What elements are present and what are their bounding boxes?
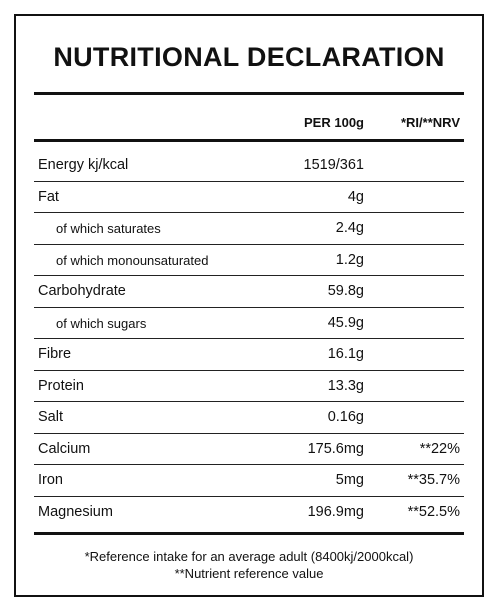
- header-divider: [34, 139, 464, 142]
- table-row: Energy kj/kcal 1519/361: [34, 150, 464, 182]
- nutrient-label: Energy kj/kcal: [38, 157, 129, 173]
- header-ri-nrv: *RI/**NRV: [400, 115, 460, 130]
- header-per100: PER 100g: [304, 115, 364, 130]
- table-row: Fibre 16.1g: [34, 339, 464, 371]
- nutrient-label: of which monounsaturated: [56, 252, 209, 268]
- nutrition-panel: NUTRITIONAL DECLARATION PER 100g *RI/**N…: [14, 14, 484, 597]
- table-row: of which saturates 2.4g: [34, 213, 464, 245]
- nutrient-label: Protein: [38, 377, 84, 394]
- footnotes: *Reference intake for an average adult (…: [16, 548, 482, 582]
- nutrient-value: 16.1g: [327, 346, 364, 362]
- nutrient-value: 196.9mg: [307, 503, 364, 520]
- table-row: of which sugars 45.9g: [34, 308, 464, 339]
- table-header: PER 100g *RI/**NRV: [34, 111, 464, 137]
- nutrient-value: 5mg: [335, 472, 364, 488]
- nutrient-label: Fibre: [38, 346, 72, 362]
- table-row: Magnesium 196.9mg **52.5%: [34, 497, 464, 529]
- nutrient-label: of which saturates: [56, 221, 161, 236]
- panel-title: NUTRITIONAL DECLARATION: [53, 42, 445, 72]
- title-divider: [34, 92, 464, 95]
- nutrient-value: 175.6mg: [307, 440, 364, 457]
- nutrient-value: 45.9g: [327, 314, 364, 331]
- nutrient-label: of which sugars: [56, 315, 147, 331]
- nutrient-ri: **35.7%: [407, 472, 460, 488]
- table-row: Carbohydrate 59.8g: [34, 276, 464, 308]
- nutrient-label: Magnesium: [38, 503, 113, 520]
- nutrient-label: Carbohydrate: [38, 283, 126, 299]
- nutrient-label: Fat: [38, 188, 59, 205]
- nutrient-label: Calcium: [38, 440, 91, 457]
- nutrient-value: 1519/361: [303, 157, 364, 173]
- nutrient-ri: **52.5%: [407, 503, 460, 520]
- footer-divider: [34, 532, 464, 535]
- nutrient-table: Energy kj/kcal 1519/361 Fat 4g of which satu…: [34, 150, 464, 528]
- nutrient-value: 0.16g: [327, 409, 364, 425]
- nutrient-value: 59.8g: [327, 283, 364, 299]
- nutrient-label: Iron: [38, 472, 63, 488]
- table-row: Calcium 175.6mg **22%: [34, 434, 464, 465]
- nutrient-ri: **22%: [419, 440, 460, 457]
- table-row: Salt 0.16g: [34, 402, 464, 434]
- table-row: Fat 4g: [34, 182, 464, 213]
- nutrient-value: 2.4g: [335, 220, 364, 236]
- table-row: Protein 13.3g: [34, 371, 464, 402]
- nutrient-value: 4g: [347, 188, 364, 205]
- nutrient-value: 13.3g: [327, 377, 364, 394]
- footnote-ri: *Reference intake for an average adult (…: [84, 549, 414, 564]
- table-row: of which monounsaturated 1.2g: [34, 245, 464, 276]
- footnote-nrv: **Nutrient reference value: [174, 566, 324, 581]
- table-row: Iron 5mg **35.7%: [34, 465, 464, 497]
- nutrient-value: 1.2g: [335, 251, 364, 268]
- nutrient-label: Salt: [38, 409, 63, 425]
